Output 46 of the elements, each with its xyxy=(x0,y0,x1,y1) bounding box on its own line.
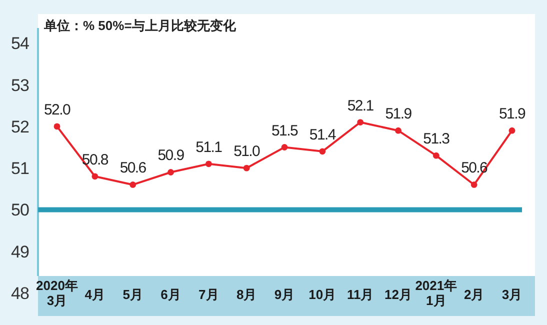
x-tick-label: 2020年 3月 xyxy=(36,278,78,308)
point xyxy=(470,182,478,188)
point xyxy=(357,119,364,126)
point xyxy=(54,123,60,130)
x-tick-label: 11月 xyxy=(346,287,374,302)
x-tick-label: 8月 xyxy=(236,287,257,302)
y-tick-label: 49 xyxy=(11,242,29,262)
data-label: 51.9 xyxy=(385,106,412,123)
data-label: 51.9 xyxy=(499,106,526,123)
data-label: 51.4 xyxy=(309,126,336,144)
y-tick-label: 53 xyxy=(11,76,29,95)
x-tick-label: 9月 xyxy=(274,287,295,302)
point xyxy=(319,148,326,155)
data-label: 50.9 xyxy=(158,147,184,164)
y-tick-label: 52 xyxy=(11,117,29,136)
data-label: 51.3 xyxy=(423,130,450,148)
y-tick-label: 48 xyxy=(11,284,29,303)
point xyxy=(281,144,288,150)
x-tick-label: 5月 xyxy=(122,287,143,302)
x-tick-label: 6月 xyxy=(160,287,181,302)
point xyxy=(168,169,174,176)
x-tick-label: 2月 xyxy=(464,287,484,302)
point xyxy=(508,127,516,134)
point xyxy=(205,160,212,168)
point xyxy=(395,127,402,134)
x-tick-label: 3月 xyxy=(502,287,522,302)
data-label: 52.1 xyxy=(347,97,374,114)
y-tick-label: 54 xyxy=(11,34,29,54)
y-tick-label: 51 xyxy=(11,159,29,178)
point xyxy=(243,164,250,172)
data-label: 51.0 xyxy=(234,143,260,160)
x-tick-label: 7月 xyxy=(198,287,219,302)
data-label: 50.6 xyxy=(120,160,146,177)
data-label: 51.1 xyxy=(196,138,222,156)
data-label: 51.5 xyxy=(272,122,298,140)
data-label: 52.0 xyxy=(44,101,70,118)
x-tick-label: 2021年 1月 xyxy=(415,278,458,308)
x-tick-label: 12月 xyxy=(384,287,412,302)
point xyxy=(130,182,136,188)
x-tick-label: 4月 xyxy=(84,287,106,302)
chart-title: 单位：% 50%=与上月比较无变化 xyxy=(43,18,237,33)
data-label: 50.8 xyxy=(82,151,108,168)
y-tick-label: 50 xyxy=(11,200,29,220)
x-tick-label: 10月 xyxy=(308,287,336,302)
point xyxy=(92,173,98,180)
point xyxy=(432,152,440,159)
